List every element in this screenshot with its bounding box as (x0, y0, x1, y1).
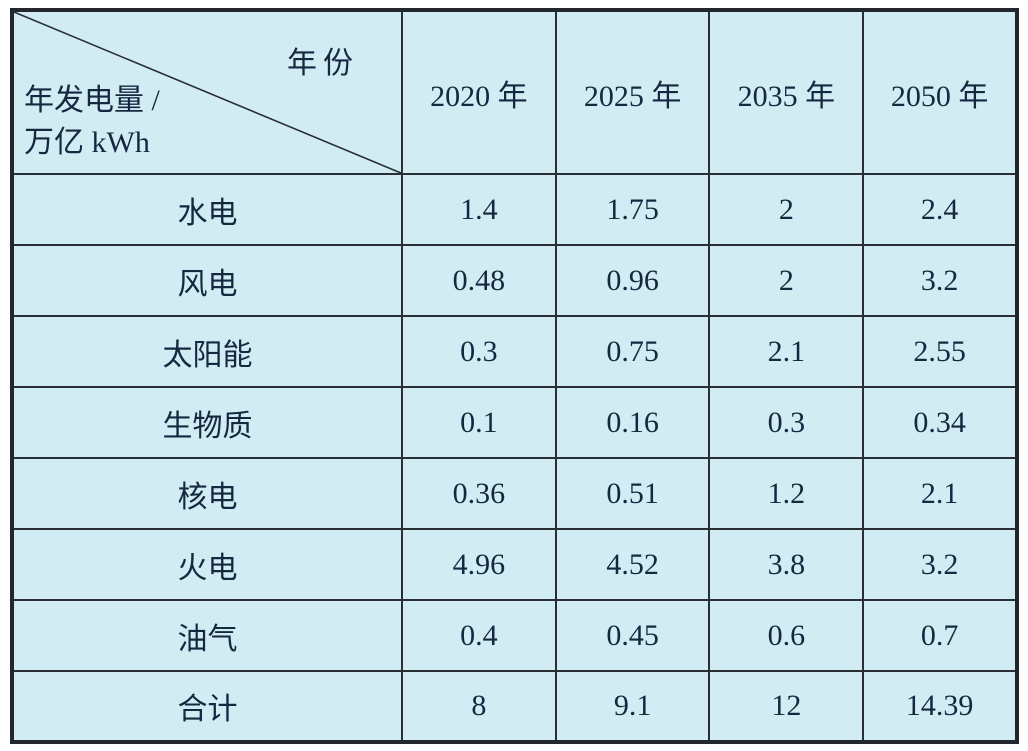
row-label: 合计 (11, 670, 403, 743)
cell-value: 0.4 (400, 599, 557, 672)
cell-value: 3.8 (708, 528, 865, 601)
generation-table: 年份 年发电量 / 万亿 kWh 2020 年 2025 年 2035 年 20… (10, 8, 1019, 744)
cell-value: 0.51 (554, 457, 711, 530)
cell-value: 2.4 (862, 173, 1018, 246)
cell-value: 12 (708, 670, 865, 743)
cell-value: 2 (708, 244, 865, 317)
row-label: 水电 (11, 173, 403, 246)
cell-value: 4.52 (554, 528, 711, 601)
column-header-2025: 2025 年 (554, 9, 711, 175)
cell-value: 0.34 (862, 386, 1018, 459)
table-row-hydro: 水电 1.4 1.75 2 2.4 (11, 173, 1018, 246)
header-row: 年份 年发电量 / 万亿 kWh 2020 年 2025 年 2035 年 20… (11, 9, 1018, 175)
column-header-2050: 2050 年 (862, 9, 1018, 175)
cell-value: 0.36 (400, 457, 557, 530)
column-header-2020: 2020 年 (400, 9, 557, 175)
row-label: 油气 (11, 599, 403, 672)
cell-value: 0.7 (862, 599, 1018, 672)
table-row-nuclear: 核电 0.36 0.51 1.2 2.1 (11, 457, 1018, 530)
corner-label-year: 年份 (286, 47, 359, 80)
row-label: 风电 (11, 244, 403, 317)
cell-value: 0.16 (554, 386, 711, 459)
cell-value: 0.75 (554, 315, 711, 388)
row-label: 太阳能 (11, 315, 403, 388)
cell-value: 3.2 (862, 244, 1018, 317)
corner-label-generation-line2: 万亿 kWh (24, 126, 150, 159)
row-label: 核电 (11, 457, 403, 530)
cell-value: 2.55 (862, 315, 1018, 388)
cell-value: 0.45 (554, 599, 711, 672)
column-header-2035: 2035 年 (708, 9, 865, 175)
table-row-solar: 太阳能 0.3 0.75 2.1 2.55 (11, 315, 1018, 388)
cell-value: 0.3 (708, 386, 865, 459)
diagonal-divider-line (14, 12, 400, 172)
cell-value: 0.6 (708, 599, 865, 672)
cell-value: 0.1 (400, 386, 557, 459)
corner-label-generation-line1: 年发电量 / (24, 84, 160, 117)
cell-value: 3.2 (862, 528, 1018, 601)
row-label: 火电 (11, 528, 403, 601)
cell-value: 4.96 (400, 528, 557, 601)
corner-header-cell: 年份 年发电量 / 万亿 kWh (11, 9, 403, 175)
row-label: 生物质 (11, 386, 403, 459)
cell-value: 1.4 (400, 173, 557, 246)
cell-value: 2.1 (862, 457, 1018, 530)
cell-value: 0.96 (554, 244, 711, 317)
cell-value: 1.75 (554, 173, 711, 246)
table-row-thermal: 火电 4.96 4.52 3.8 3.2 (11, 528, 1018, 601)
cell-value: 2.1 (708, 315, 865, 388)
cell-value: 14.39 (862, 670, 1018, 743)
cell-value: 1.2 (708, 457, 865, 530)
cell-value: 8 (400, 670, 557, 743)
table-row-total: 合计 8 9.1 12 14.39 (11, 670, 1018, 743)
cell-value: 0.3 (400, 315, 557, 388)
table-row-wind: 风电 0.48 0.96 2 3.2 (11, 244, 1018, 317)
table-row-biomass: 生物质 0.1 0.16 0.3 0.34 (11, 386, 1018, 459)
cell-value: 9.1 (554, 670, 711, 743)
cell-value: 2 (708, 173, 865, 246)
table-row-oilgas: 油气 0.4 0.45 0.6 0.7 (11, 599, 1018, 672)
corner-label-generation: 年发电量 / 万亿 kWh (24, 80, 160, 164)
cell-value: 0.48 (400, 244, 557, 317)
